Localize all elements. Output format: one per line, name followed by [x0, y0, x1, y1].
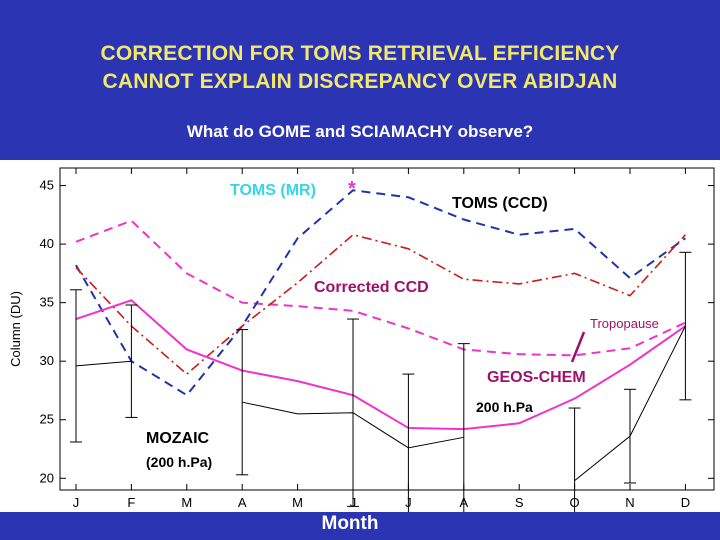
series-line-mozaic — [75, 360, 132, 367]
x-tick-label: M — [292, 495, 303, 510]
series-line-toms-mr — [75, 219, 686, 357]
x-tick-label: N — [625, 495, 634, 510]
y-axis-label: Column (DU) — [8, 291, 23, 367]
chart-axes: 202530354045JFMAMJJASONDColumn (DU) — [8, 167, 715, 510]
y-tick-label: 20 — [40, 470, 54, 485]
slide-title-line-1: CORRECTION FOR TOMS RETRIEVAL EFFICIENCY — [100, 42, 620, 65]
y-tick-label: 30 — [40, 353, 54, 368]
slide-subtitle: What do GOME and SCIAMACHY observe? — [186, 122, 534, 141]
x-tick-label: A — [238, 495, 247, 510]
x-tick-label: S — [515, 495, 524, 510]
x-tick-label: J — [73, 495, 80, 510]
x-axis-label-strip — [0, 512, 720, 540]
slide-title-line-2: CANNOT EXPLAIN DISCREPANCY OVER ABIDJAN — [102, 70, 618, 93]
annotation-toms-ccd: TOMS (CCD) — [452, 195, 548, 212]
series-line-toms-ccd — [75, 189, 686, 397]
annotation-200hpa: 200 h.Pa — [476, 399, 533, 415]
chart-series — [70, 189, 692, 512]
annotation-geos-chem: GEOS-CHEM — [487, 369, 586, 386]
y-tick-label: 35 — [40, 295, 54, 310]
ozone-column-chart: 202530354045JFMAMJJASONDColumn (DU) TOMS… — [8, 167, 715, 512]
annotation-toms-mr-marker: * — [348, 178, 356, 200]
plot-background — [0, 160, 720, 512]
x-tick-label: F — [127, 495, 135, 510]
annotation-mozaic-level: (200 h.Pa) — [146, 454, 212, 470]
series-line-corrected-ccd — [75, 233, 686, 376]
y-tick-label: 25 — [40, 412, 54, 427]
annotation-tropopause: Tropopause — [590, 316, 659, 331]
annotation-corrected-ccd: Corrected CCD — [314, 279, 429, 296]
tropopause-arrow — [570, 331, 586, 363]
annotation-toms-mr: TOMS (MR) — [230, 182, 316, 199]
x-tick-label: M — [181, 495, 192, 510]
series-line-geos-chem — [75, 299, 686, 431]
chart-annotations: TOMS (MR) * TOMS (CCD) Corrected CCD Tro… — [146, 178, 659, 470]
plot-frame — [59, 167, 715, 491]
y-tick-label: 40 — [40, 236, 54, 251]
title-banner: CORRECTION FOR TOMS RETRIEVAL EFFICIENCY… — [0, 0, 720, 160]
x-axis-label: Month — [321, 513, 379, 534]
annotation-mozaic: MOZAIC — [146, 430, 210, 447]
y-tick-label: 45 — [40, 178, 54, 193]
x-tick-label: D — [681, 495, 690, 510]
